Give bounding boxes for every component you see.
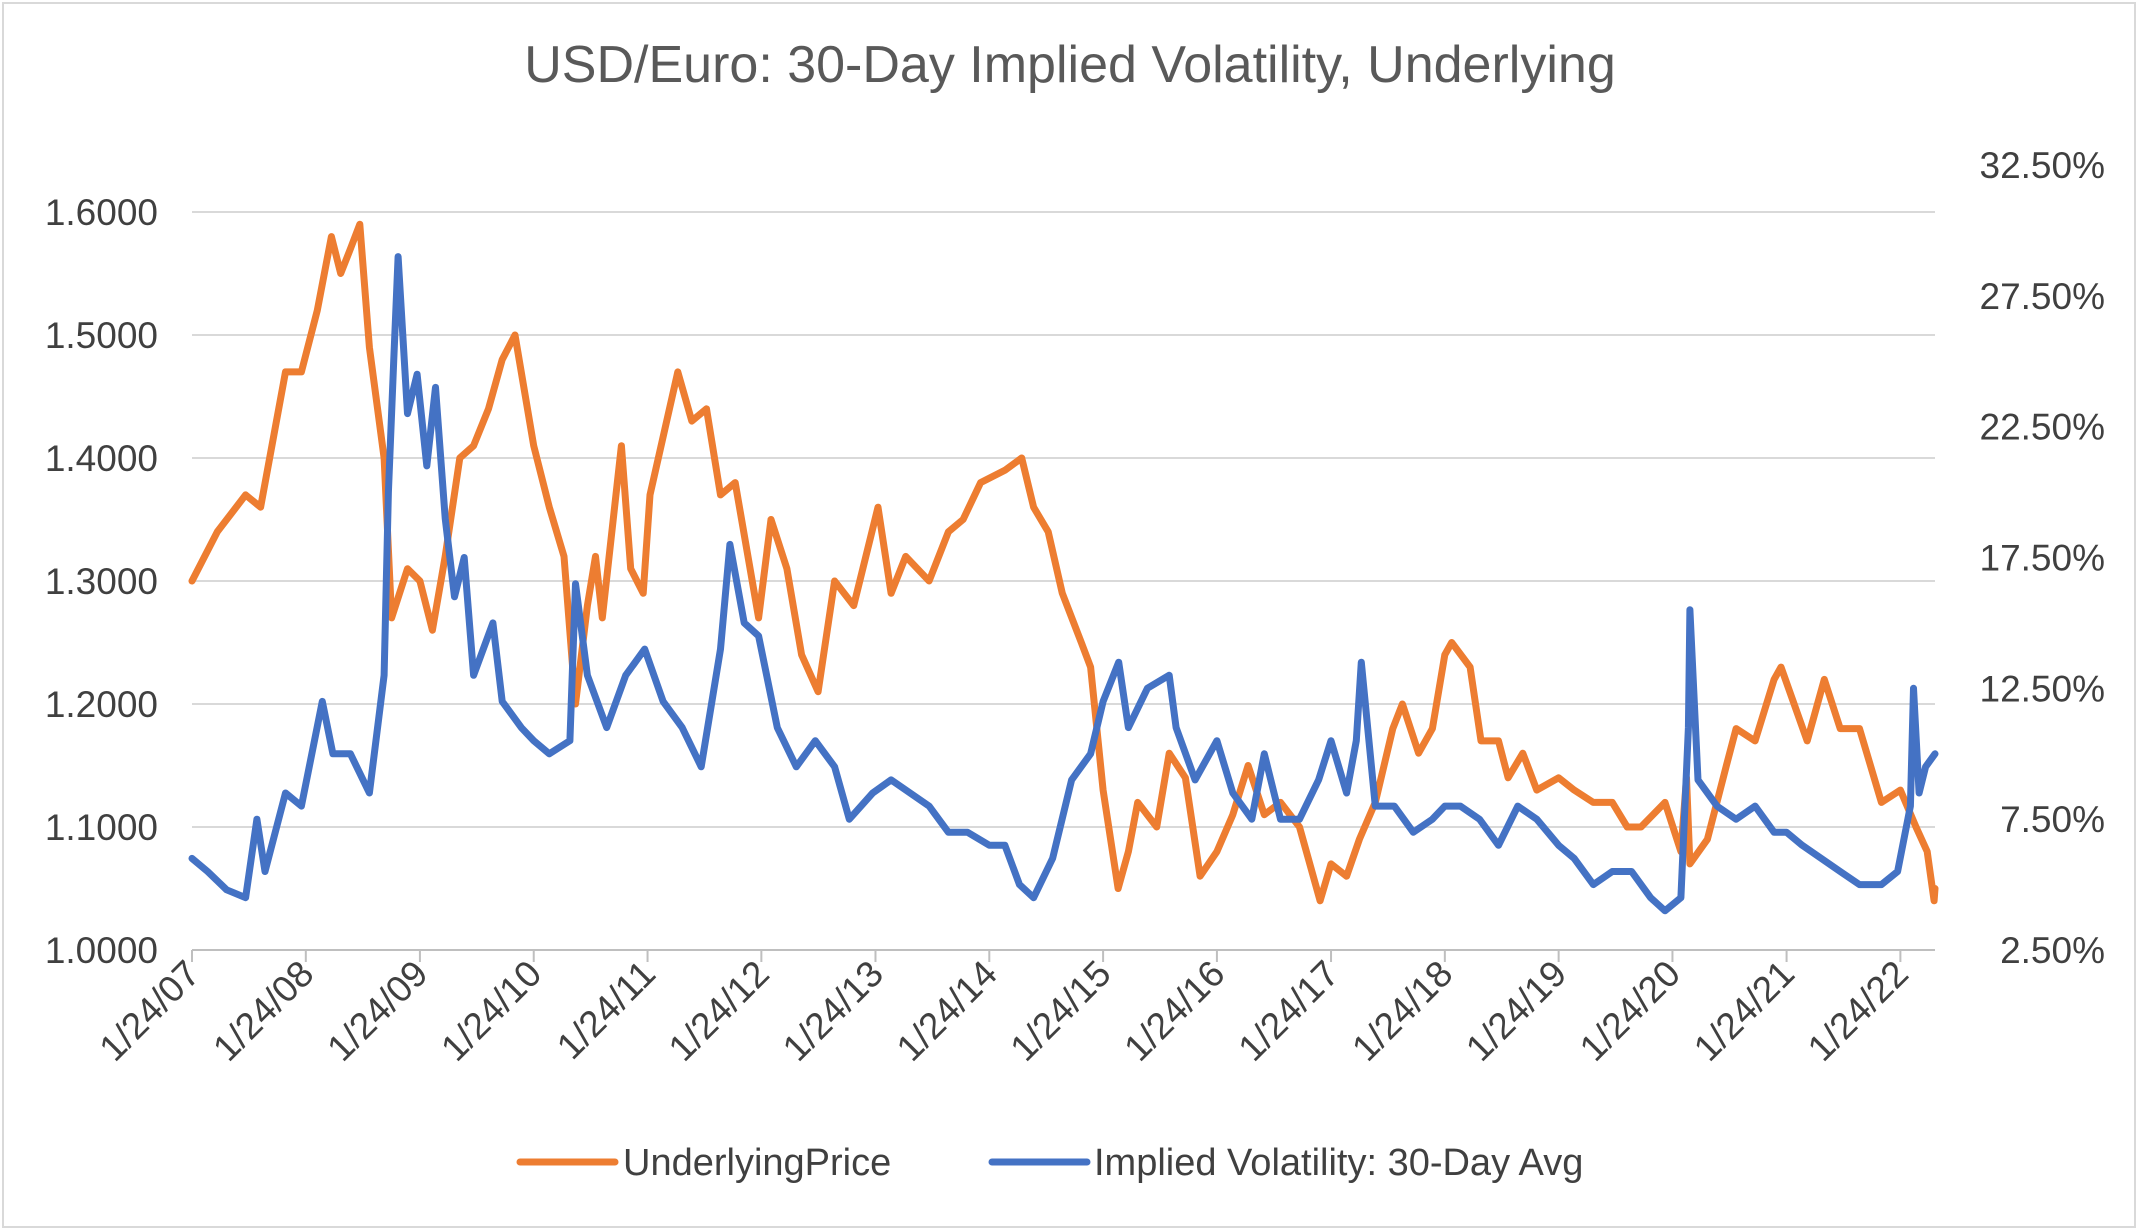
- y-right-tick-label: 27.50%: [1980, 276, 2106, 317]
- y-left-tick-label: 1.6000: [45, 192, 158, 233]
- y-right-tick-label: 32.50%: [1980, 145, 2106, 186]
- left-axis: 1.0000 1.1000 1.2000 1.3000 1.4000 1.5000 1.60…: [45, 192, 158, 971]
- y-left-tick-label: 1.3000: [45, 561, 158, 602]
- x-tick-label: 1/24/17: [1230, 953, 1346, 1069]
- series-lines: [188, 220, 1939, 915]
- x-tick-label: 1/24/10: [433, 953, 549, 1069]
- legend-label: Implied Volatility: 30-Day Avg: [1094, 1142, 1583, 1184]
- x-tick-label: 1/24/09: [319, 953, 435, 1069]
- right-axis: 2.50% 7.50% 12.50% 17.50% 22.50% 27.50% 32.50%: [1980, 145, 2106, 971]
- legend: UnderlyingPrice Implied Volatility: 30-Da…: [516, 1142, 1583, 1184]
- x-tick-label: 1/24/14: [889, 953, 1005, 1069]
- x-tick-label: 1/24/21: [1686, 953, 1802, 1069]
- chart-title: USD/Euro: 30-Day Implied Volatility, Und…: [524, 36, 1616, 94]
- x-axis: 1/24/071/24/081/24/091/24/10 1/24/111/24/…: [91, 949, 1935, 1069]
- x-tick-label: 1/24/22: [1800, 953, 1916, 1069]
- legend-label: UnderlyingPrice: [623, 1142, 891, 1184]
- series-line-implied-volatility: [188, 253, 1939, 915]
- x-tick-label: 1/24/11: [549, 953, 663, 1067]
- x-tick-label: 1/24/13: [775, 953, 891, 1069]
- x-tick-label: 1/24/12: [661, 953, 777, 1069]
- y-left-tick-label: 1.5000: [45, 315, 158, 356]
- x-tick-label: 1/24/20: [1572, 953, 1688, 1069]
- y-right-tick-label: 17.50%: [1980, 538, 2106, 579]
- series-line-underlying-price: [188, 220, 1939, 905]
- y-left-tick-label: 1.2000: [45, 684, 158, 725]
- y-right-tick-label: 7.50%: [2000, 799, 2105, 840]
- x-tick-label: 1/24/08: [205, 953, 321, 1069]
- y-right-tick-label: 22.50%: [1980, 407, 2106, 448]
- y-left-tick-label: 1.4000: [45, 438, 158, 479]
- y-right-tick-label: 12.50%: [1980, 668, 2106, 709]
- x-tick-label: 1/24/16: [1116, 953, 1232, 1069]
- x-tick-label: 1/24/15: [1002, 953, 1118, 1069]
- x-tick-label: 1/24/19: [1458, 953, 1574, 1069]
- y-left-tick-label: 1.0000: [45, 930, 158, 971]
- x-tick-label: 1/24/18: [1344, 953, 1460, 1069]
- y-left-tick-label: 1.1000: [45, 807, 158, 848]
- y-right-tick-label: 2.50%: [2000, 930, 2105, 971]
